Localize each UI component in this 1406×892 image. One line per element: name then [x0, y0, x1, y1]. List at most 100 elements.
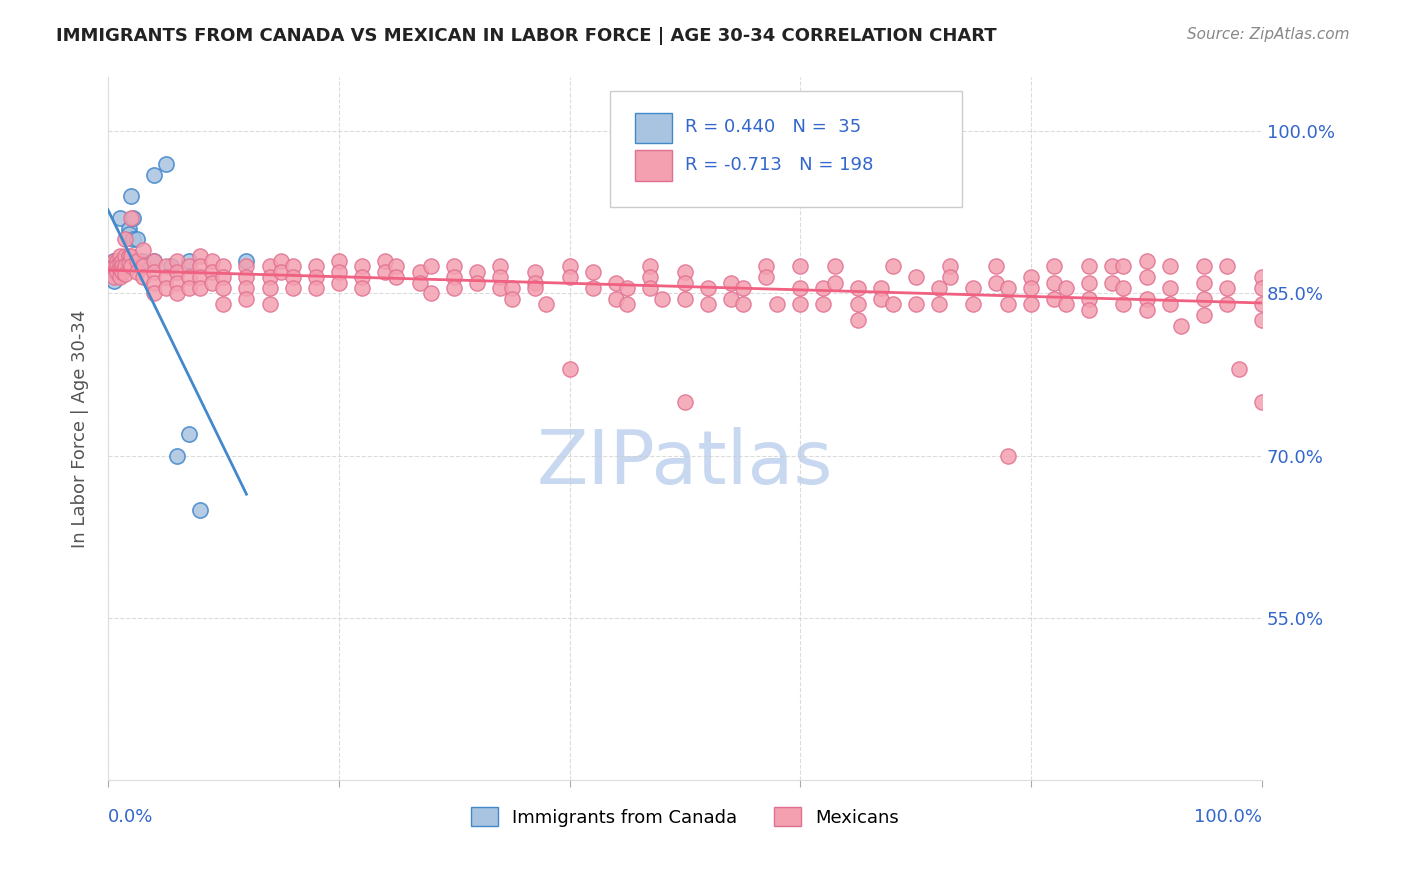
Point — [120, 260, 142, 274]
Point — [114, 254, 136, 268]
Point — [108, 262, 131, 277]
Point — [108, 262, 131, 277]
Point — [1192, 292, 1215, 306]
Point — [129, 254, 152, 268]
Point — [131, 260, 153, 274]
Point — [108, 211, 131, 225]
Point — [120, 254, 142, 268]
Point — [108, 270, 131, 285]
Point — [673, 276, 696, 290]
Point — [103, 260, 125, 274]
Point — [328, 265, 350, 279]
Point — [143, 276, 166, 290]
Point — [201, 254, 224, 268]
Point — [928, 281, 950, 295]
Point — [673, 292, 696, 306]
Point — [766, 297, 789, 311]
Point — [997, 297, 1019, 311]
Point — [114, 260, 136, 274]
Point — [155, 270, 177, 285]
Point — [270, 265, 292, 279]
Point — [259, 805, 281, 819]
Point — [1019, 297, 1042, 311]
Point — [305, 260, 328, 274]
Point — [350, 270, 373, 285]
Point — [125, 232, 148, 246]
Text: R = 0.440   N =  35: R = 0.440 N = 35 — [685, 119, 862, 136]
Point — [997, 281, 1019, 295]
Point — [1159, 297, 1181, 311]
Point — [120, 189, 142, 203]
Point — [270, 254, 292, 268]
Point — [108, 254, 131, 268]
Point — [1043, 276, 1066, 290]
Point — [813, 297, 835, 311]
Point — [1101, 276, 1123, 290]
Point — [118, 256, 141, 270]
Point — [1216, 297, 1239, 311]
Point — [103, 273, 125, 287]
Point — [558, 260, 581, 274]
Point — [103, 260, 125, 274]
Point — [155, 157, 177, 171]
Text: ZIPatlas: ZIPatlas — [537, 427, 834, 500]
Point — [465, 276, 488, 290]
Point — [188, 281, 211, 295]
Point — [1251, 313, 1274, 327]
Bar — [636, 112, 672, 143]
Point — [408, 276, 430, 290]
Point — [1192, 308, 1215, 322]
Point — [108, 256, 131, 270]
Point — [501, 292, 523, 306]
Point — [1077, 276, 1099, 290]
Point — [160, 260, 183, 274]
Point — [523, 265, 546, 279]
Point — [118, 260, 141, 274]
Point — [235, 292, 257, 306]
Point — [523, 281, 546, 295]
Point — [408, 265, 430, 279]
Point — [846, 281, 869, 295]
Point — [350, 281, 373, 295]
Point — [651, 292, 673, 306]
Point — [114, 267, 136, 281]
Point — [120, 211, 142, 225]
Point — [122, 232, 145, 246]
Point — [155, 260, 177, 274]
Point — [523, 276, 546, 290]
Point — [489, 270, 512, 285]
Point — [105, 265, 128, 279]
Point — [605, 276, 627, 290]
Point — [870, 292, 893, 306]
Point — [143, 286, 166, 301]
Point — [118, 227, 141, 241]
Point — [443, 270, 465, 285]
Point — [1054, 281, 1077, 295]
Point — [235, 270, 257, 285]
Point — [118, 221, 141, 235]
Point — [962, 297, 984, 311]
Point — [385, 270, 408, 285]
Point — [673, 394, 696, 409]
Point — [616, 297, 638, 311]
Point — [986, 276, 1008, 290]
Point — [1135, 270, 1157, 285]
Point — [374, 254, 396, 268]
Point — [114, 232, 136, 246]
Point — [118, 249, 141, 263]
Point — [305, 270, 328, 285]
Point — [103, 254, 125, 268]
Point — [501, 281, 523, 295]
Point — [1159, 281, 1181, 295]
Point — [755, 270, 778, 285]
Point — [143, 254, 166, 268]
Point — [177, 270, 200, 285]
Point — [1043, 260, 1066, 274]
Point — [1019, 270, 1042, 285]
Point — [420, 286, 443, 301]
Point — [1019, 281, 1042, 295]
Point — [212, 260, 235, 274]
Point — [605, 292, 627, 306]
Point — [846, 313, 869, 327]
Point — [640, 270, 662, 285]
